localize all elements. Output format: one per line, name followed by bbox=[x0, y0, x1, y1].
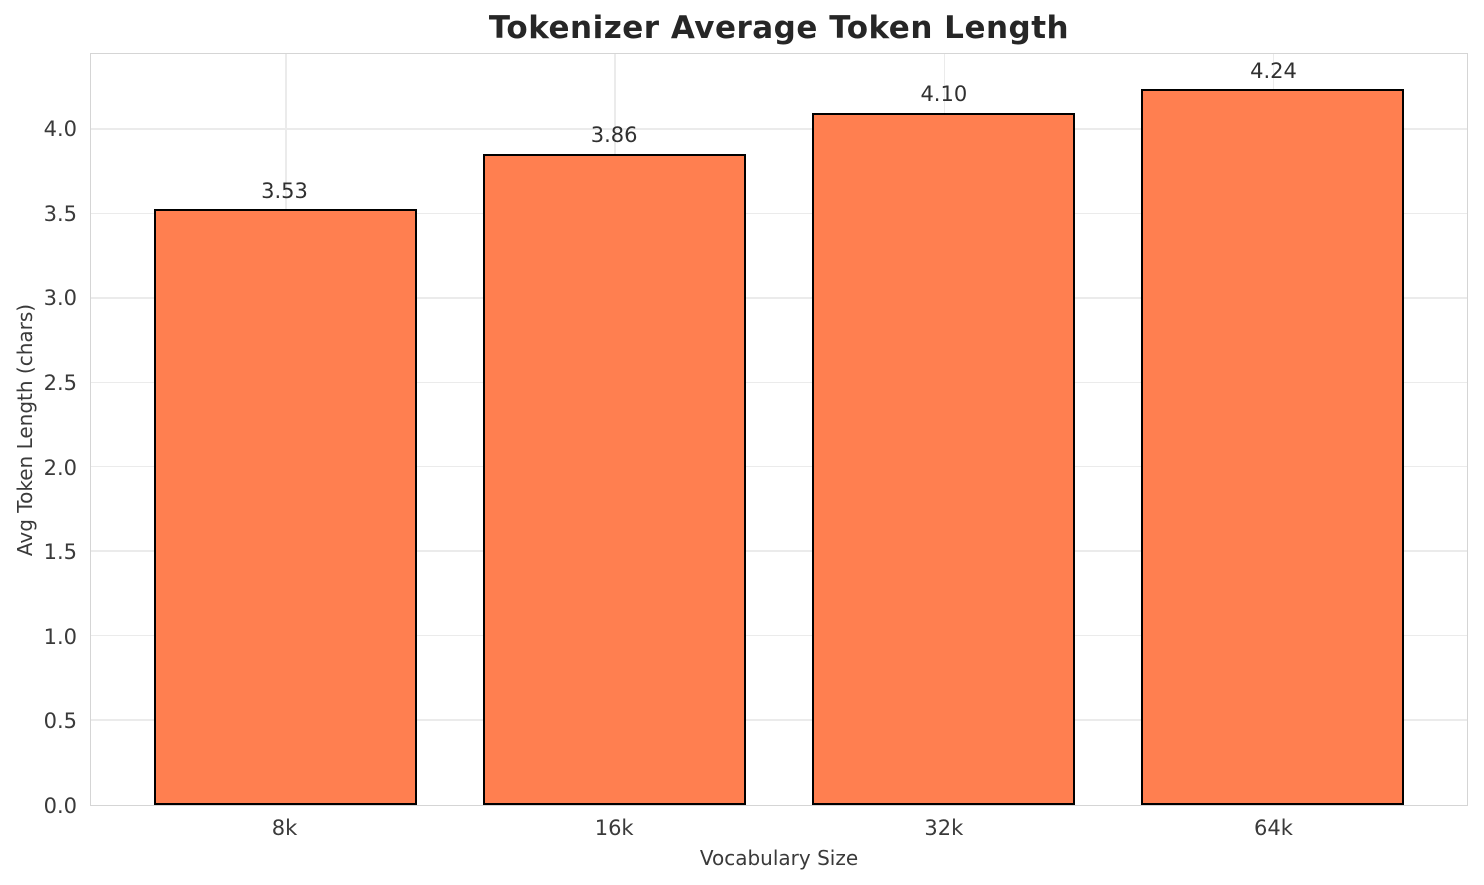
x-axis-label: Vocabulary Size bbox=[699, 846, 859, 870]
y-tick-label: 2.5 bbox=[43, 370, 77, 395]
x-tick-label: 64k bbox=[1254, 816, 1293, 840]
y-tick-label: 0.5 bbox=[43, 709, 77, 734]
bar-value-label: 3.86 bbox=[590, 122, 638, 147]
y-tick-label: 1.5 bbox=[43, 540, 77, 565]
bar-16k bbox=[482, 153, 747, 805]
y-tick-label: 1.0 bbox=[43, 624, 77, 649]
chart-title: Tokenizer Average Token Length bbox=[488, 10, 1070, 46]
horizontal-gridline bbox=[91, 128, 1467, 130]
bar-value-label: 4.10 bbox=[920, 82, 968, 107]
y-tick-label: 3.0 bbox=[43, 286, 77, 311]
y-axis-label: Avg Token Length (chars) bbox=[13, 303, 37, 557]
y-tick-label: 0.0 bbox=[43, 794, 77, 818]
y-tick-label: 4.0 bbox=[43, 117, 77, 142]
bar-64k bbox=[1141, 89, 1405, 805]
horizontal-gridline bbox=[91, 550, 1467, 552]
y-tick-label: 3.5 bbox=[43, 201, 77, 226]
x-tick-label: 16k bbox=[594, 816, 634, 840]
horizontal-gridline bbox=[91, 297, 1467, 299]
bar-8k bbox=[153, 209, 417, 805]
bar-value-label: 4.24 bbox=[1250, 58, 1297, 83]
x-tick-label: 8k bbox=[271, 816, 298, 840]
horizontal-gridline bbox=[91, 634, 1467, 637]
bar-32k bbox=[811, 113, 1076, 805]
horizontal-gridline bbox=[91, 465, 1467, 468]
bar-value-label: 3.53 bbox=[261, 178, 308, 203]
y-tick-label: 2.0 bbox=[43, 455, 77, 480]
x-tick-label: 32k bbox=[924, 816, 964, 840]
plot-area bbox=[90, 53, 1468, 806]
horizontal-gridline bbox=[91, 212, 1467, 215]
horizontal-gridline bbox=[91, 719, 1467, 721]
horizontal-gridline bbox=[91, 381, 1467, 384]
